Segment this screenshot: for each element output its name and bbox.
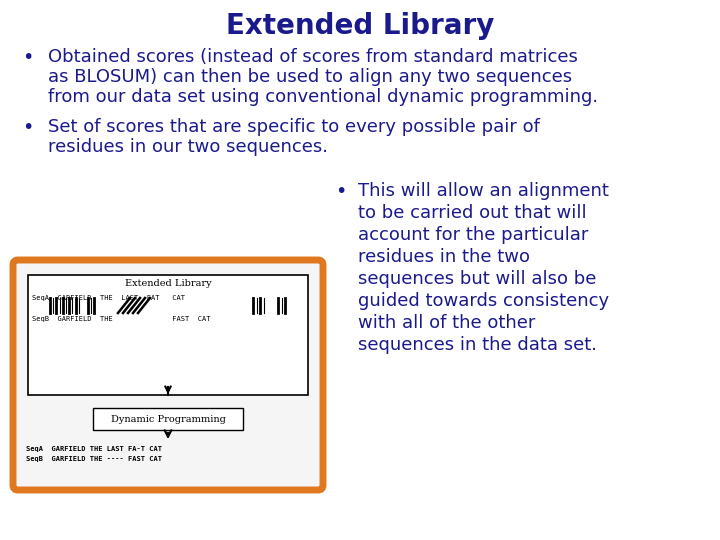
FancyBboxPatch shape [13, 260, 323, 490]
Text: Extended Library: Extended Library [226, 12, 494, 40]
Text: This will allow an alignment: This will allow an alignment [358, 182, 609, 200]
Text: to be carried out that will: to be carried out that will [358, 204, 587, 222]
Text: residues in the two: residues in the two [358, 248, 530, 266]
Text: sequences in the data set.: sequences in the data set. [358, 336, 597, 354]
Text: SeqB  GARFIELD  THE              FAST  CAT: SeqB GARFIELD THE FAST CAT [32, 316, 210, 322]
Text: •: • [22, 48, 33, 67]
Text: account for the particular: account for the particular [358, 226, 588, 244]
Text: Set of scores that are specific to every possible pair of: Set of scores that are specific to every… [48, 118, 540, 136]
Bar [93, 408, 243, 430]
Text: SeqA  GARFIELD  THE  LAST  FAT   CAT: SeqA GARFIELD THE LAST FAT CAT [32, 295, 185, 301]
Text: from our data set using conventional dynamic programming.: from our data set using conventional dyn… [48, 88, 598, 106]
Text: •: • [335, 182, 346, 201]
Text: Dynamic Programming: Dynamic Programming [111, 415, 225, 423]
Text: sequences but will also be: sequences but will also be [358, 270, 596, 288]
Text: with all of the other: with all of the other [358, 314, 536, 332]
Text: as BLOSUM) can then be used to align any two sequences: as BLOSUM) can then be used to align any… [48, 68, 572, 86]
Text: residues in our two sequences.: residues in our two sequences. [48, 138, 328, 156]
Text: SeqB  GARFIELD THE ---- FAST CAT: SeqB GARFIELD THE ---- FAST CAT [26, 456, 162, 462]
Text: Obtained scores (instead of scores from standard matrices: Obtained scores (instead of scores from … [48, 48, 578, 66]
Bar [28, 275, 308, 395]
Text: •: • [22, 118, 33, 137]
Text: SeqA  GARFIELD THE LAST FA-T CAT: SeqA GARFIELD THE LAST FA-T CAT [26, 446, 162, 452]
Text: guided towards consistency: guided towards consistency [358, 292, 609, 310]
Text: Extended Library: Extended Library [125, 279, 211, 288]
